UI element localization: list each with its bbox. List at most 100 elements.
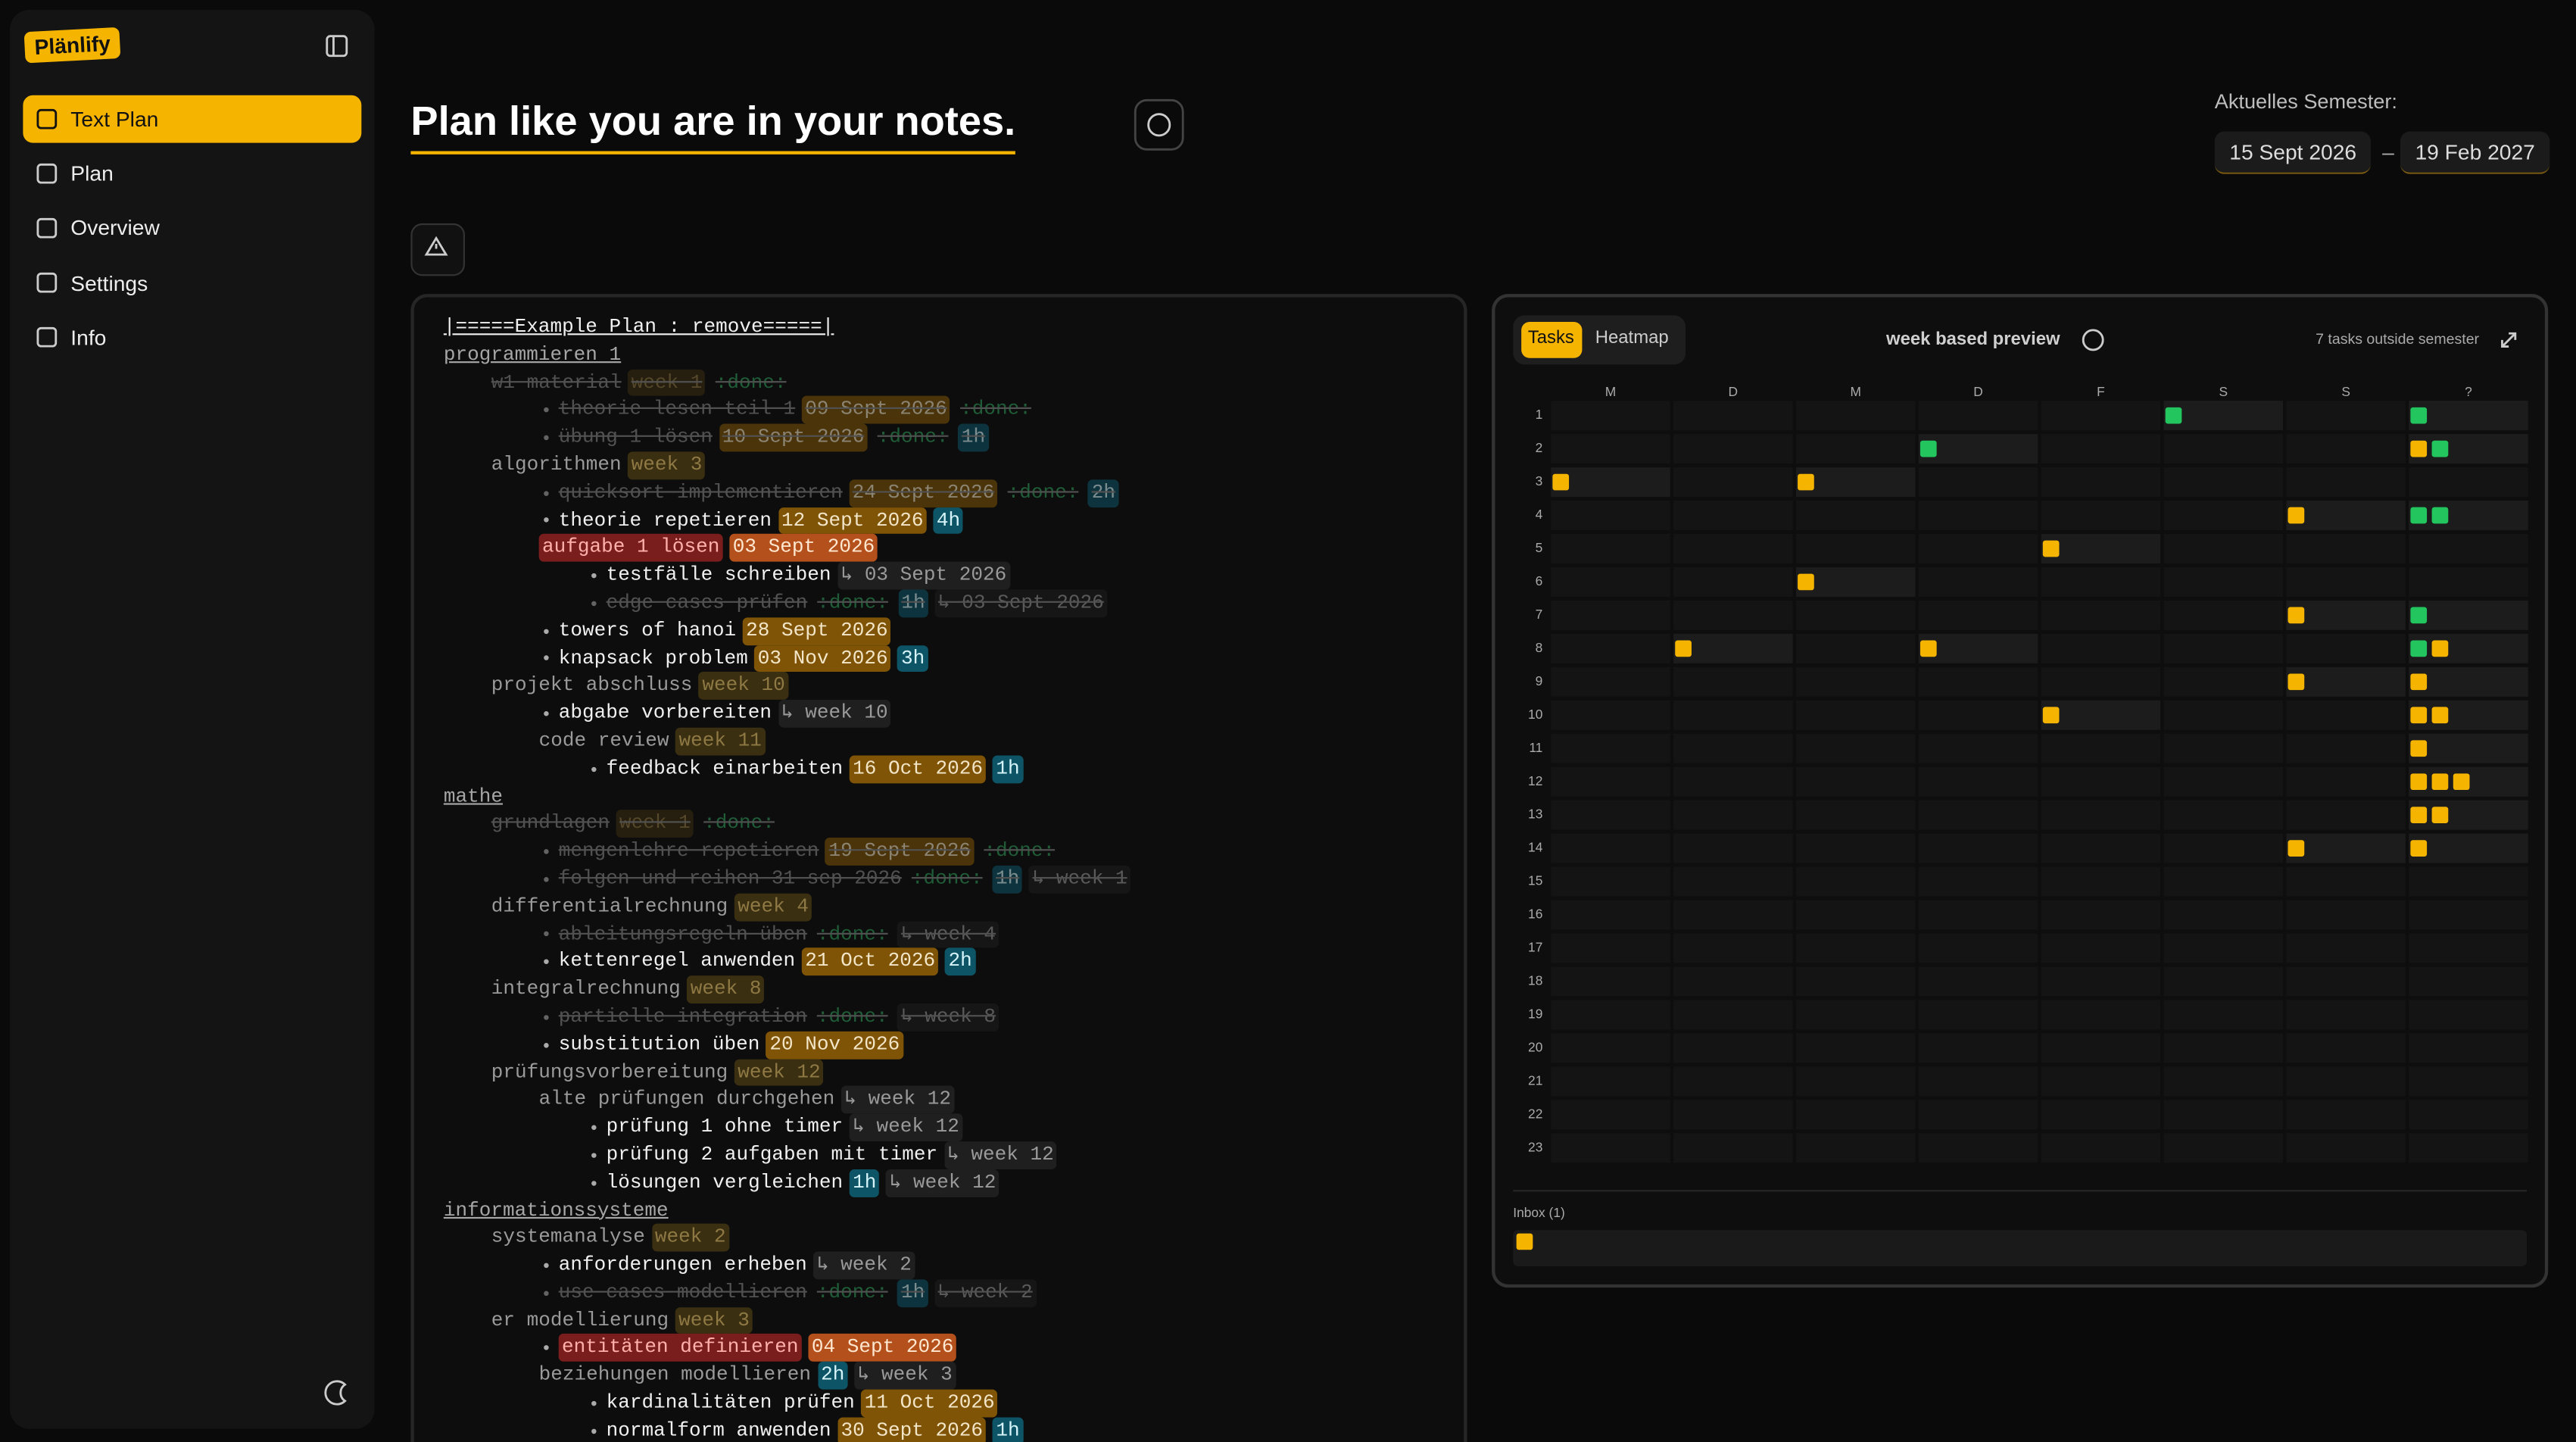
plan-line: systemanalyse week 2	[444, 1224, 1131, 1252]
task-square[interactable]	[2288, 507, 2305, 524]
task-square[interactable]	[2410, 407, 2428, 424]
tag-date: 03 Nov 2026	[754, 645, 891, 673]
task-square[interactable]	[2410, 440, 2428, 457]
day-cell	[2409, 700, 2528, 730]
nav-item[interactable]: Plan	[70, 161, 114, 186]
task-square[interactable]	[2431, 707, 2449, 724]
line-text[interactable]: use cases modellieren	[558, 1281, 807, 1304]
task-square[interactable]	[2042, 707, 2060, 724]
line-text[interactable]: er modellierung	[491, 1308, 669, 1332]
semester-end[interactable]: 19 Feb 2027	[2400, 131, 2550, 174]
task-square[interactable]	[1798, 573, 1814, 591]
line-text[interactable]: abgabe vorbereiten	[558, 701, 772, 725]
line-text[interactable]: prüfung 1 ohne timer	[606, 1115, 844, 1139]
semester-start[interactable]: 15 Sept 2026	[2214, 131, 2372, 174]
preview-help-icon[interactable]	[2082, 329, 2104, 351]
line-text[interactable]: integralrechnung	[491, 977, 681, 1000]
line-text[interactable]: anforderungen erheben	[558, 1253, 807, 1277]
task-square[interactable]	[1552, 473, 1570, 491]
line-text[interactable]: mathe	[443, 784, 503, 807]
day-cell	[2409, 733, 2528, 763]
task-square[interactable]	[2431, 773, 2449, 791]
line-text[interactable]: systemanalyse	[491, 1225, 645, 1249]
line-text[interactable]: towers of hanoi	[558, 619, 737, 642]
line-text[interactable]: algorithmen	[491, 453, 622, 476]
nav-item[interactable]: Settings	[70, 270, 148, 295]
line-text[interactable]: normalform anwenden	[606, 1419, 831, 1442]
line-text[interactable]: testfälle schreiben	[606, 563, 831, 587]
line-text[interactable]: edge cases prüfen	[606, 591, 808, 614]
line-text[interactable]: mengenlehre repetieren	[558, 839, 819, 863]
plan-line: kettenregel anwenden 21 Oct 2026 2h	[444, 947, 1131, 976]
line-text[interactable]: grundlagen	[491, 812, 610, 835]
task-square[interactable]	[1675, 640, 1692, 657]
line-text[interactable]: code review	[538, 729, 669, 753]
line-text[interactable]: alte prüfungen durchgehen	[538, 1088, 835, 1111]
line-text[interactable]: lösungen vergleichen	[606, 1170, 844, 1194]
task-square[interactable]	[2165, 407, 2182, 424]
line-text[interactable]: prüfungsvorbereitung	[491, 1060, 728, 1084]
task-square[interactable]	[2431, 807, 2449, 823]
task-square[interactable]	[2410, 840, 2428, 857]
line-text[interactable]: übung 1 lösen	[558, 426, 713, 449]
line-text[interactable]: beziehungen modellieren	[538, 1363, 812, 1387]
day-cell	[1918, 1033, 2038, 1063]
task-square[interactable]	[1920, 640, 1937, 657]
nav-item[interactable]: Text Plan	[23, 95, 362, 143]
line-text[interactable]: w1 material	[491, 370, 622, 394]
task-square[interactable]	[2410, 807, 2428, 823]
line-text[interactable]: partielle integration	[558, 1005, 807, 1028]
line-text[interactable]: programmieren 1	[443, 342, 622, 367]
theme-icon[interactable]	[324, 1380, 347, 1406]
task-square[interactable]	[2410, 607, 2428, 624]
week-label: 13	[1528, 807, 1542, 822]
tab[interactable]: Tasks	[1527, 328, 1574, 348]
day-cell	[2286, 533, 2406, 564]
line-text[interactable]: informationssysteme	[443, 1197, 669, 1222]
help-button[interactable]	[1134, 98, 1184, 151]
task-square[interactable]	[2410, 740, 2428, 757]
line-text[interactable]: differentialrechnung	[491, 894, 728, 918]
task-square[interactable]	[2288, 607, 2305, 624]
week-label: 3	[1536, 473, 1543, 488]
tab[interactable]: Heatmap	[1595, 328, 1669, 348]
task-square[interactable]	[2288, 673, 2305, 691]
line-text[interactable]: projekt abschluss	[491, 673, 693, 698]
line-text[interactable]: substitution üben	[558, 1032, 760, 1056]
nav-item[interactable]: Overview	[70, 215, 160, 241]
line-text[interactable]: entitäten definieren	[558, 1334, 802, 1362]
line-text[interactable]: theorie lesen teil 1	[558, 398, 796, 422]
line-text[interactable]: kardinalitäten prüfen	[606, 1390, 855, 1415]
task-square[interactable]	[2410, 640, 2428, 657]
line-text[interactable]: kettenregel anwenden	[558, 950, 796, 973]
task-square[interactable]	[2042, 540, 2060, 557]
week-label: 23	[1528, 1139, 1542, 1154]
line-text[interactable]: prüfung 2 aufgaben mit timer	[606, 1143, 938, 1166]
line-text[interactable]: theorie repetieren	[558, 508, 772, 532]
inbox-task[interactable]	[1516, 1233, 1533, 1250]
line-text[interactable]: feedback einarbeiten	[606, 757, 844, 780]
expand-icon[interactable]	[2501, 332, 2517, 348]
collapse-icon[interactable]	[326, 35, 348, 58]
task-square[interactable]	[2410, 773, 2428, 791]
task-square[interactable]	[2288, 840, 2305, 857]
tag-done: :done:	[817, 591, 889, 614]
nav-item[interactable]: Info	[70, 324, 107, 350]
plan-line: grundlagen week 1:done:	[444, 810, 1131, 838]
task-square[interactable]	[2410, 507, 2428, 524]
warning-button[interactable]	[410, 223, 466, 276]
line-text[interactable]: knapsack problem	[558, 646, 748, 670]
task-square[interactable]	[2453, 773, 2470, 791]
task-square[interactable]	[1920, 440, 1937, 457]
line-text[interactable]: aufgabe 1 lösen	[538, 534, 723, 563]
line-text[interactable]: folgen und reihen 31 sep 2026	[558, 866, 902, 891]
task-square[interactable]	[2431, 640, 2449, 657]
line-text[interactable]: quicksort implementieren	[558, 480, 843, 504]
text-editor[interactable]: |=====Example Plan : remove=====| program…	[410, 294, 1467, 1442]
line-text[interactable]: ableitungsregeln üben	[558, 922, 807, 946]
task-square[interactable]	[2410, 707, 2428, 724]
task-square[interactable]	[2431, 507, 2449, 524]
task-square[interactable]	[1798, 473, 1814, 491]
task-square[interactable]	[2410, 673, 2428, 691]
task-square[interactable]	[2431, 440, 2449, 457]
